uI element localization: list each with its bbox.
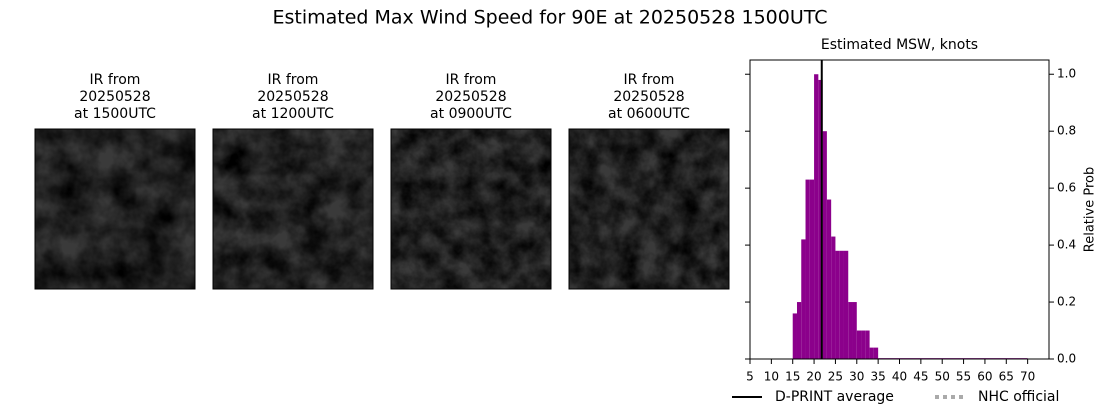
x-tick-label: 5 [746,370,754,384]
x-tick-label: 25 [828,370,843,384]
x-tick-label: 60 [977,370,992,384]
x-tick-label: 70 [1020,370,1035,384]
legend-label: D-PRINT average [775,389,894,405]
bar [835,250,840,359]
bar [792,313,797,359]
ir-image [213,129,373,289]
y-tick-label: 1.0 [1057,67,1076,81]
image-title: at 1500UTC [74,106,156,122]
ir-image [35,129,195,289]
image-frame [568,128,730,290]
image-frame [390,128,552,290]
x-tick-label: 50 [935,370,950,384]
image-title: 20250528 [435,89,506,105]
bar [852,302,857,359]
bar [873,347,879,359]
bar [822,131,827,359]
legend-label: NHC official [978,389,1059,405]
x-tick-label: 55 [956,370,971,384]
y-tick-label: 0.8 [1057,124,1076,138]
bar [805,179,810,359]
image-frame [34,128,196,290]
bar [856,330,862,359]
image-title: IR from [90,72,141,88]
image-title: 20250528 [257,89,328,105]
x-tick-label: 40 [892,370,907,384]
ir-image [391,129,551,289]
ir-image [569,129,729,289]
bar [869,347,874,359]
x-tick-label: 15 [785,370,800,384]
x-tick-label: 35 [871,370,886,384]
image-frame [212,128,374,290]
bar [826,199,832,359]
bar [796,302,802,359]
bar [801,239,806,359]
image-title: at 0900UTC [430,106,512,122]
y-tick-label: 0.2 [1057,295,1076,309]
image-title: at 0600UTC [608,106,690,122]
x-tick-label: 45 [913,370,928,384]
y-tick-label: 0.6 [1057,181,1076,195]
image-title: IR from [268,72,319,88]
bar [809,179,815,359]
image-title: at 1200UTC [252,106,334,122]
x-tick-label: 20 [806,370,821,384]
bar [865,330,870,359]
x-tick-label: 30 [849,370,864,384]
x-tick-label: 10 [764,370,779,384]
bar [839,250,844,359]
y-axis-label: Relative Prob [1083,167,1098,252]
bar [843,250,849,359]
chart-title: Estimated MSW, knots [821,37,978,53]
bar [818,79,823,359]
bar [814,74,819,359]
y-tick-label: 0.4 [1057,238,1076,252]
image-title: 20250528 [79,89,150,105]
image-title: IR from [624,72,675,88]
bar [861,330,866,359]
figure-title: Estimated Max Wind Speed for 90E at 2025… [272,7,827,29]
image-title: 20250528 [613,89,684,105]
y-tick-label: 0.0 [1057,352,1076,366]
x-tick-label: 65 [999,370,1014,384]
bar [848,302,853,359]
image-title: IR from [446,72,497,88]
bar [831,236,836,359]
